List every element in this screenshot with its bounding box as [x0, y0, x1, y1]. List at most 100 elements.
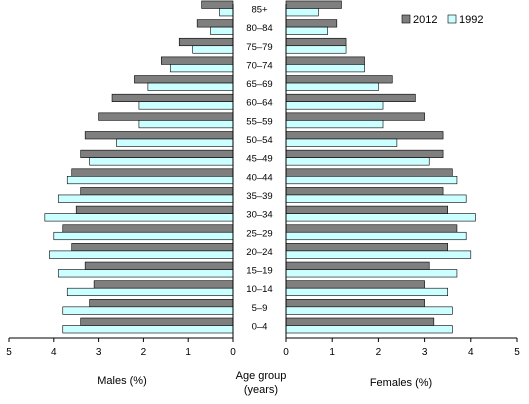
- bar-female-2012-30-34: [285, 205, 448, 214]
- female-tick-label-0: 0: [283, 347, 289, 358]
- age-label-10-14: 10–14: [246, 284, 272, 295]
- center-axis-title-line1: Age group: [236, 370, 287, 382]
- bar-male-1992-35-39: [57, 194, 234, 203]
- age-label-85+: 85+: [251, 4, 268, 15]
- age-label-25-29: 25–29: [246, 228, 272, 239]
- bar-male-2012-55-59: [98, 112, 234, 121]
- bar-female-1992-65-69: [285, 82, 379, 91]
- female-tick-label-4: 4: [468, 347, 474, 358]
- bar-female-1992-25-29: [285, 231, 467, 241]
- bar-female-2012-50-54: [285, 131, 444, 140]
- legend: 2012 1992: [401, 14, 483, 26]
- bar-male-1992-70-74: [169, 64, 234, 73]
- bar-male-1992-10-14: [66, 287, 234, 297]
- bar-male-1992-5-9: [62, 306, 234, 315]
- bar-male-1992-80-84: [210, 26, 234, 35]
- bar-male-2012-70-74: [161, 56, 234, 65]
- bar-female-2012-25-29: [285, 224, 458, 233]
- age-label-65-69: 65–69: [246, 79, 272, 90]
- age-label-20-24: 20–24: [246, 247, 272, 258]
- bar-male-1992-85+: [219, 8, 234, 17]
- bar-female-1992-50-54: [285, 138, 398, 147]
- bar-male-1992-40-44: [66, 176, 234, 185]
- bar-male-1992-55-59: [138, 120, 234, 129]
- bar-female-2012-40-44: [285, 168, 453, 177]
- bar-female-2012-80-84: [285, 19, 338, 28]
- bar-female-2012-70-74: [285, 56, 365, 65]
- bar-male-2012-65-69: [134, 75, 234, 84]
- male-axis-title: Males (%): [97, 375, 147, 387]
- bar-female-2012-75-79: [285, 37, 347, 47]
- bar-male-1992-25-29: [53, 231, 234, 241]
- center-axis-title-line2: (years): [244, 384, 278, 396]
- bar-male-2012-75-79: [178, 37, 234, 47]
- age-label-55-59: 55–59: [246, 116, 272, 127]
- male-tick-label-5: 5: [6, 347, 12, 358]
- age-label-80-84: 80–84: [246, 23, 272, 34]
- bar-female-1992-0-4: [285, 325, 453, 334]
- bar-female-2012-45-49: [285, 149, 444, 158]
- bar-male-2012-40-44: [71, 168, 234, 177]
- bar-female-1992-35-39: [285, 194, 467, 203]
- bar-female-2012-20-24: [285, 243, 448, 252]
- age-label-15-19: 15–19: [246, 266, 272, 277]
- age-label-70-74: 70–74: [246, 60, 272, 71]
- female-tick-label-3: 3: [422, 347, 428, 358]
- bar-male-2012-0-4: [80, 317, 234, 326]
- bar-female-2012-65-69: [285, 75, 393, 84]
- bar-male-2012-85+: [201, 0, 234, 9]
- female-tick-label-2: 2: [376, 347, 382, 358]
- bar-female-2012-60-64: [285, 93, 416, 102]
- bar-female-1992-40-44: [285, 176, 458, 185]
- bar-female-1992-70-74: [285, 64, 365, 73]
- bar-male-2012-45-49: [80, 149, 234, 158]
- bar-female-1992-30-34: [285, 213, 476, 222]
- bar-male-1992-20-24: [49, 250, 234, 259]
- age-label-5-9: 5–9: [252, 303, 268, 314]
- legend-swatch-1992: [447, 14, 457, 24]
- bar-male-1992-30-34: [44, 213, 234, 222]
- bar-female-2012-55-59: [285, 112, 425, 121]
- age-label-35-39: 35–39: [246, 191, 272, 202]
- bar-female-2012-10-14: [285, 280, 425, 289]
- age-label-75-79: 75–79: [246, 42, 272, 53]
- bar-female-1992-10-14: [285, 287, 448, 297]
- female-tick-label-5: 5: [514, 347, 520, 358]
- male-tick-label-4: 4: [51, 347, 57, 358]
- age-group-labels: 0–4 5–9 10–14 15–19 20–24 25–29 30–34 35–39 40–4…: [246, 4, 272, 332]
- bar-male-2012-10-14: [93, 280, 234, 289]
- male-tick-label-0: 0: [230, 347, 236, 358]
- legend-label-2012: 2012: [413, 14, 437, 26]
- bar-male-2012-15-19: [84, 261, 234, 270]
- legend-label-1992: 1992: [459, 14, 483, 26]
- bar-female-2012-15-19: [285, 261, 430, 270]
- age-label-30-34: 30–34: [246, 210, 272, 221]
- bar-male-1992-0-4: [62, 325, 234, 334]
- bar-female-1992-55-59: [285, 120, 384, 129]
- bar-male-1992-50-54: [116, 138, 234, 147]
- bar-female-2012-35-39: [285, 187, 444, 196]
- bar-female-1992-15-19: [285, 269, 458, 278]
- age-label-40-44: 40–44: [246, 172, 272, 183]
- age-label-60-64: 60–64: [246, 98, 272, 109]
- bar-male-1992-60-64: [138, 101, 234, 110]
- bar-female-1992-5-9: [285, 306, 453, 315]
- bar-female-1992-20-24: [285, 250, 472, 259]
- female-bars: [285, 0, 476, 334]
- age-label-50-54: 50–54: [246, 135, 272, 146]
- bar-male-2012-30-34: [75, 205, 234, 214]
- female-axis-title: Females (%): [370, 377, 432, 389]
- bar-male-2012-35-39: [80, 187, 234, 196]
- male-tick-label-3: 3: [96, 347, 102, 358]
- bar-male-2012-50-54: [84, 131, 234, 140]
- bar-male-1992-15-19: [57, 269, 234, 278]
- male-bars: [44, 0, 234, 334]
- legend-swatch-2012: [401, 14, 411, 24]
- bar-female-2012-5-9: [285, 299, 425, 308]
- bar-female-2012-0-4: [285, 317, 435, 326]
- bar-female-1992-45-49: [285, 157, 430, 166]
- bar-male-1992-65-69: [147, 82, 234, 91]
- bar-male-2012-25-29: [62, 224, 234, 233]
- bar-female-1992-60-64: [285, 101, 384, 110]
- bar-female-1992-75-79: [285, 45, 347, 54]
